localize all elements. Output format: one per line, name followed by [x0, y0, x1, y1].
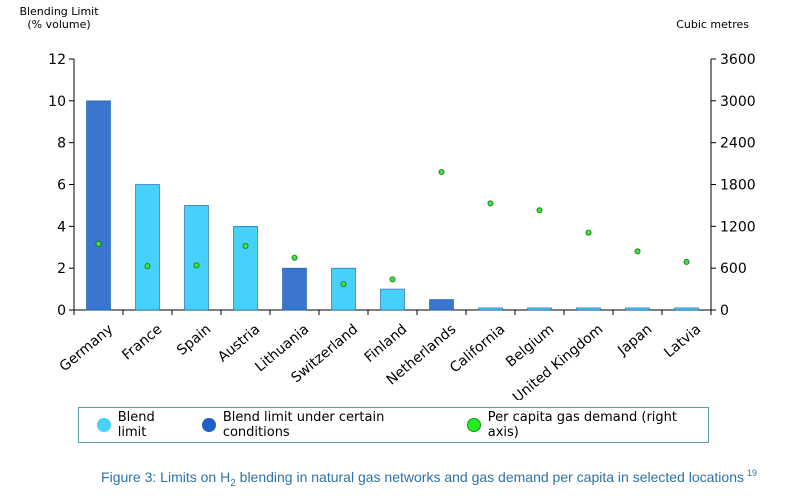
right-tick-label: 0: [720, 303, 729, 319]
data-point: [144, 263, 151, 270]
data-point: [585, 229, 592, 236]
caption-footnote: 19: [746, 468, 757, 478]
left-tick-label: 4: [57, 219, 66, 235]
data-point: [340, 281, 347, 288]
bar: [625, 307, 650, 311]
bar: [135, 184, 160, 311]
left-tick-label: 0: [57, 303, 66, 319]
data-point: [389, 276, 396, 283]
legend-label: Per capita gas demand (right axis): [487, 410, 678, 440]
figure-caption: Figure 3: Limits on H2 blending in natur…: [0, 468, 757, 489]
right-axis-title: Cubic metres: [676, 18, 749, 31]
bar: [674, 307, 699, 311]
bar: [380, 288, 405, 311]
caption-prefix: Figure 3: Limits on H: [101, 469, 231, 485]
bar: [478, 307, 503, 311]
left-tick-label: 2: [57, 261, 66, 277]
left-tick-label: 12: [48, 52, 66, 68]
right-tick-label: 600: [720, 261, 747, 277]
legend-label: Blend limit: [117, 410, 155, 440]
data-point: [242, 242, 249, 249]
right-tick-label: 2400: [720, 136, 756, 152]
legend-item-gas-demand: Per capita gas demand (right axis): [466, 410, 708, 440]
legend-label: Blend limit under certain conditions: [222, 410, 385, 440]
left-axis-title: Blending Limit (% volume): [4, 5, 114, 31]
data-point: [683, 258, 690, 265]
data-point: [438, 168, 445, 175]
left-tick-label: 8: [57, 136, 66, 152]
bar: [429, 299, 454, 311]
bar: [576, 307, 601, 311]
data-point: [291, 254, 298, 261]
right-tick-label: 3000: [720, 94, 756, 110]
left-tick-label: 6: [57, 178, 66, 194]
legend-item-blend-limit: Blend limit: [97, 410, 186, 440]
data-point: [634, 248, 641, 255]
caption-suffix: blending in natural gas networks and gas…: [235, 469, 744, 485]
legend: Blend limit Blend limit under certain co…: [78, 407, 709, 443]
bar: [331, 267, 356, 311]
bar: [233, 226, 258, 311]
chart-canvas: 0 2 4 6 8 10 12 0 600 1200 1800 2400 3000 3600 Germany…: [48, 52, 756, 400]
category-label: Japan: [614, 321, 655, 359]
legend-swatch-blend-limit: [97, 418, 111, 432]
category-label: Spain: [174, 321, 214, 358]
category-label: France: [119, 321, 165, 363]
data-point: [95, 240, 102, 247]
bar: [282, 267, 307, 311]
data-point: [487, 200, 494, 207]
bar: [184, 205, 209, 311]
category-label: California: [447, 321, 508, 376]
bar: [527, 307, 552, 311]
category-label: Germany: [57, 321, 117, 375]
caption-subscript: 2: [230, 477, 236, 489]
right-tick-label: 3600: [720, 52, 756, 68]
bar: [86, 100, 111, 311]
legend-swatch-gas-demand: [466, 418, 481, 432]
data-point: [193, 262, 200, 269]
data-point: [536, 207, 543, 214]
legend-swatch-conditional-limit: [202, 418, 216, 432]
left-tick-label: 10: [48, 94, 66, 110]
right-tick-label: 1200: [720, 219, 756, 235]
right-tick-label: 1800: [720, 178, 756, 194]
legend-item-conditional-limit: Blend limit under certain conditions: [202, 410, 451, 440]
category-label: Latvia: [661, 321, 704, 361]
left-axis-title-line2: (% volume): [27, 18, 91, 31]
left-axis-title-line1: Blending Limit: [19, 5, 99, 18]
